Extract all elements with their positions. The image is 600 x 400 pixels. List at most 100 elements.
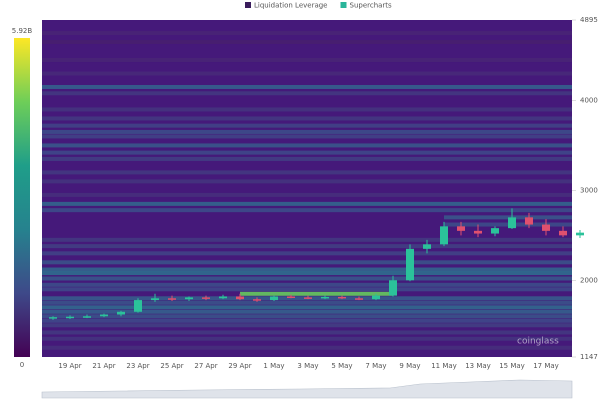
x-tick-label: 13 May bbox=[465, 362, 491, 370]
candle-body bbox=[100, 314, 108, 317]
legend-swatch bbox=[245, 2, 251, 8]
color-bar-label: 0 bbox=[20, 361, 24, 369]
candle-body bbox=[508, 217, 516, 229]
candle-body bbox=[338, 296, 346, 299]
heat-band bbox=[42, 323, 572, 328]
candle-body bbox=[117, 311, 125, 315]
candle-body bbox=[219, 296, 227, 299]
candle-body bbox=[423, 244, 431, 249]
x-tick-label: 1 May bbox=[263, 362, 284, 370]
candle-body bbox=[355, 298, 363, 300]
heat-band bbox=[42, 179, 572, 184]
legend-swatch bbox=[340, 2, 347, 8]
candle-body bbox=[270, 296, 278, 301]
heat-band bbox=[42, 91, 572, 96]
heat-band bbox=[42, 336, 572, 341]
x-tick-label: 17 May bbox=[533, 362, 559, 370]
heat-band bbox=[42, 208, 572, 213]
color-bar bbox=[14, 38, 30, 357]
heat-band bbox=[42, 237, 572, 242]
heat-band bbox=[42, 305, 572, 310]
heat-band bbox=[42, 251, 572, 256]
x-tick-label: 3 May bbox=[297, 362, 318, 370]
candle-body bbox=[49, 317, 57, 319]
candle-body bbox=[372, 295, 380, 300]
candle-body bbox=[525, 217, 533, 225]
y-tick-label: 2000 bbox=[580, 276, 598, 284]
heat-band bbox=[42, 156, 572, 161]
candle-body bbox=[168, 298, 176, 300]
candle-body bbox=[576, 232, 584, 236]
heat-band bbox=[42, 260, 572, 265]
candle-body bbox=[151, 298, 159, 301]
y-tick-label: 4000 bbox=[580, 96, 598, 104]
heat-band bbox=[42, 84, 572, 89]
heat-band bbox=[42, 192, 572, 197]
x-tick-label: 21 Apr bbox=[92, 362, 115, 370]
heat-band bbox=[42, 276, 572, 281]
candle-body bbox=[389, 280, 397, 296]
candle-body bbox=[83, 316, 91, 318]
heat-band bbox=[42, 134, 572, 139]
heat-band bbox=[42, 330, 572, 335]
heat-band bbox=[42, 287, 572, 292]
candle-body bbox=[321, 296, 329, 299]
heat-band bbox=[42, 123, 572, 128]
heat-band bbox=[42, 314, 572, 319]
x-tick-label: 29 Apr bbox=[228, 362, 251, 370]
heat-band bbox=[240, 291, 393, 296]
candle-body bbox=[287, 296, 295, 298]
x-tick-label: 25 Apr bbox=[160, 362, 183, 370]
color-bar-label: 5.92B bbox=[12, 27, 33, 35]
candle-body bbox=[474, 230, 482, 234]
heat-band bbox=[42, 107, 572, 112]
heat-band bbox=[42, 116, 572, 121]
heat-band bbox=[42, 300, 572, 305]
candle-body bbox=[134, 300, 142, 312]
navigator bbox=[41, 379, 573, 399]
heat-band bbox=[42, 40, 572, 45]
candle-body bbox=[304, 297, 312, 299]
candle-body bbox=[202, 297, 210, 299]
y-tick-label: 1147 bbox=[580, 353, 598, 361]
heat-band bbox=[42, 58, 572, 63]
candle-body bbox=[457, 226, 465, 231]
x-tick-label: 5 May bbox=[331, 362, 352, 370]
legend-label: Supercharts bbox=[350, 2, 393, 10]
candle-body bbox=[66, 316, 74, 319]
candle-body bbox=[491, 228, 499, 234]
heat-band bbox=[42, 318, 572, 323]
x-tick-label: 7 May bbox=[365, 362, 386, 370]
candle-body bbox=[253, 299, 261, 301]
x-tick-label: 19 Apr bbox=[58, 362, 81, 370]
legend-label: Liquidation Leverage bbox=[254, 2, 328, 10]
heat-band bbox=[42, 170, 572, 175]
x-tick-label: 15 May bbox=[499, 362, 525, 370]
x-tick-label: 27 Apr bbox=[194, 362, 217, 370]
candle-body bbox=[440, 226, 448, 245]
heat-band bbox=[42, 309, 572, 314]
watermark: coinglass bbox=[517, 337, 559, 347]
candle-body bbox=[406, 248, 414, 281]
heat-band bbox=[42, 267, 572, 272]
y-tick-label: 4895 bbox=[580, 16, 598, 24]
heat-band bbox=[42, 201, 572, 206]
heat-band bbox=[42, 129, 572, 134]
x-tick-label: 23 Apr bbox=[126, 362, 149, 370]
x-tick-label: 11 May bbox=[431, 362, 457, 370]
candle-body bbox=[559, 230, 567, 236]
heat-band bbox=[42, 244, 572, 249]
heat-band bbox=[42, 143, 572, 148]
heat-band bbox=[42, 71, 572, 76]
heat-band bbox=[42, 150, 572, 155]
candle-body bbox=[542, 224, 550, 231]
y-tick-label: 3000 bbox=[580, 186, 598, 194]
heat-band bbox=[42, 282, 572, 287]
candle-body bbox=[236, 296, 244, 300]
heat-band bbox=[42, 345, 572, 350]
candle-body bbox=[185, 297, 193, 300]
x-tick-label: 9 May bbox=[399, 362, 420, 370]
chart-layer: 1147 2000 3000 4000 4895 19 Apr 21 Apr 23 Apr 25… bbox=[12, 2, 598, 371]
heat-band bbox=[42, 271, 572, 276]
